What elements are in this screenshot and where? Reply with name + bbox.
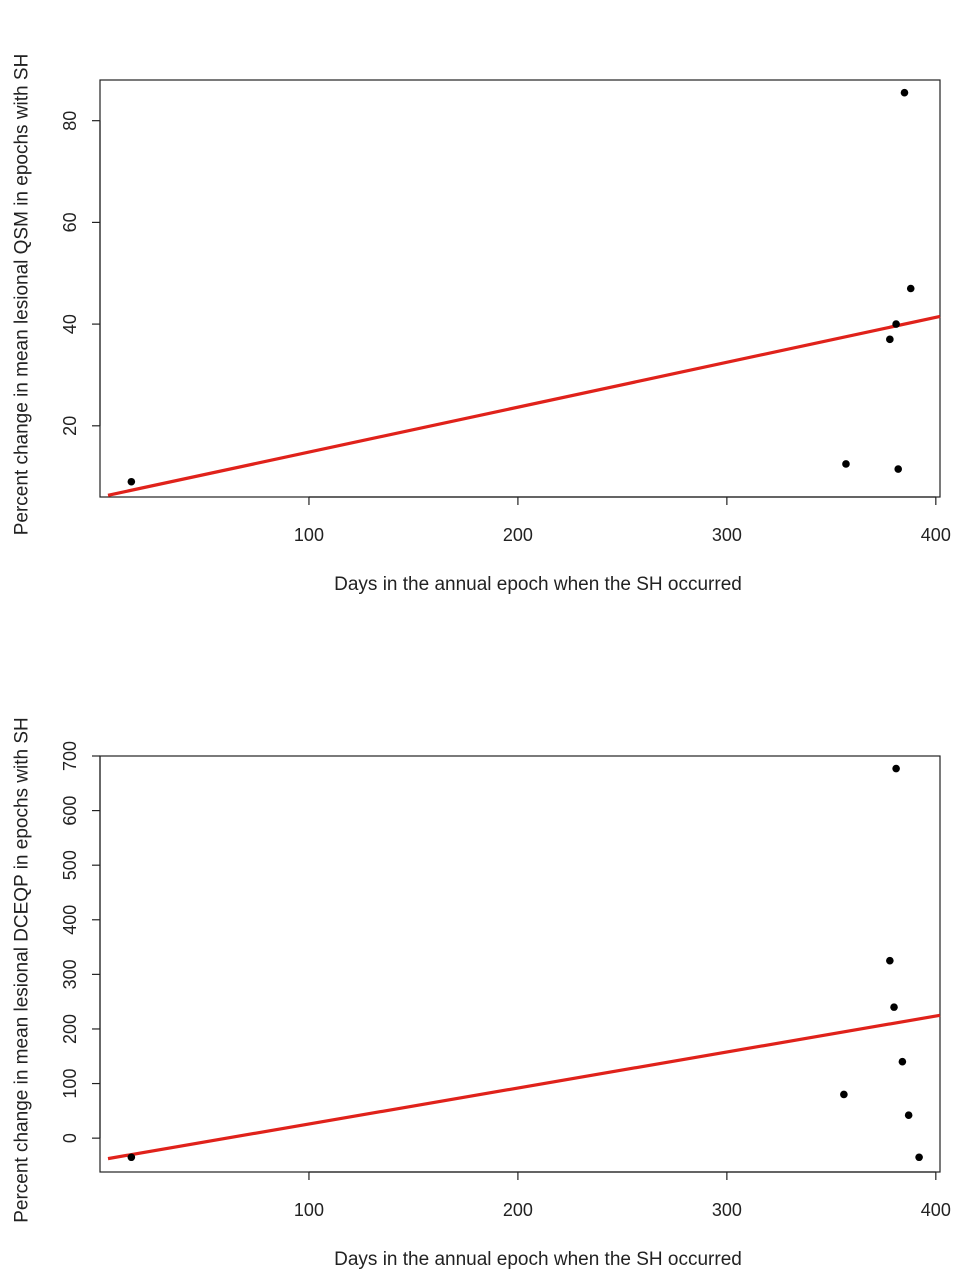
regression-line xyxy=(107,314,941,497)
y-axis: 20 40 60 80 xyxy=(60,111,101,436)
data-point xyxy=(886,956,894,965)
dceqp-scatter-panel: 100 200 300 400 0 100 200 300 400 500 600 700 Days… xyxy=(12,717,951,1270)
y-tick-label: 40 xyxy=(60,314,80,334)
x-tick-label: 200 xyxy=(503,525,533,545)
data-points xyxy=(127,88,915,486)
data-point xyxy=(892,764,900,773)
data-point xyxy=(886,335,894,344)
plot-frame xyxy=(99,79,941,498)
y-tick-label: 60 xyxy=(60,212,80,232)
y-tick-label: 300 xyxy=(60,959,80,989)
data-point xyxy=(904,1111,913,1120)
data-point xyxy=(898,1057,907,1066)
data-point xyxy=(906,284,915,293)
data-point xyxy=(900,88,909,97)
plot-frame xyxy=(99,755,941,1173)
x-tick-label: 400 xyxy=(921,525,951,545)
data-point xyxy=(127,1153,136,1162)
y-tick-label: 400 xyxy=(60,905,80,935)
y-axis-label: Percent change in mean lesional DCEQP in… xyxy=(12,717,33,1223)
data-point xyxy=(915,1153,923,1162)
data-point xyxy=(894,465,903,473)
qsm-scatter-panel: 100 200 300 400 20 40 60 80 Days in the annual… xyxy=(12,54,951,595)
x-tick-label: 300 xyxy=(712,1200,742,1220)
x-tick-label: 100 xyxy=(294,1200,324,1220)
y-tick-label: 600 xyxy=(60,796,80,826)
data-points xyxy=(127,764,923,1162)
y-axis-label: Percent change in mean lesional QSM in e… xyxy=(12,54,33,536)
data-point xyxy=(890,1003,898,1011)
y-tick-label: 200 xyxy=(60,1014,80,1044)
data-point xyxy=(892,320,900,328)
x-axis-label: Days in the annual epoch when the SH occ… xyxy=(334,574,742,595)
x-tick-label: 100 xyxy=(294,525,324,545)
x-axis: 100 200 300 400 xyxy=(294,1171,951,1220)
y-axis: 0 100 200 300 400 500 600 700 xyxy=(60,741,101,1143)
x-axis-label: Days in the annual epoch when the SH occ… xyxy=(334,1249,742,1270)
x-tick-label: 300 xyxy=(712,525,742,545)
regression-line xyxy=(107,1013,941,1161)
data-point xyxy=(127,477,136,486)
y-tick-label: 500 xyxy=(60,850,80,880)
x-tick-label: 200 xyxy=(503,1200,533,1220)
x-axis: 100 200 300 400 xyxy=(294,496,951,545)
y-tick-label: 100 xyxy=(60,1069,80,1099)
y-tick-label: 20 xyxy=(60,416,80,436)
data-point xyxy=(842,460,850,468)
y-tick-label: 80 xyxy=(60,111,80,131)
x-tick-label: 400 xyxy=(921,1200,951,1220)
y-tick-label: 0 xyxy=(60,1133,80,1143)
data-point xyxy=(840,1090,848,1099)
y-tick-label: 700 xyxy=(60,741,80,771)
